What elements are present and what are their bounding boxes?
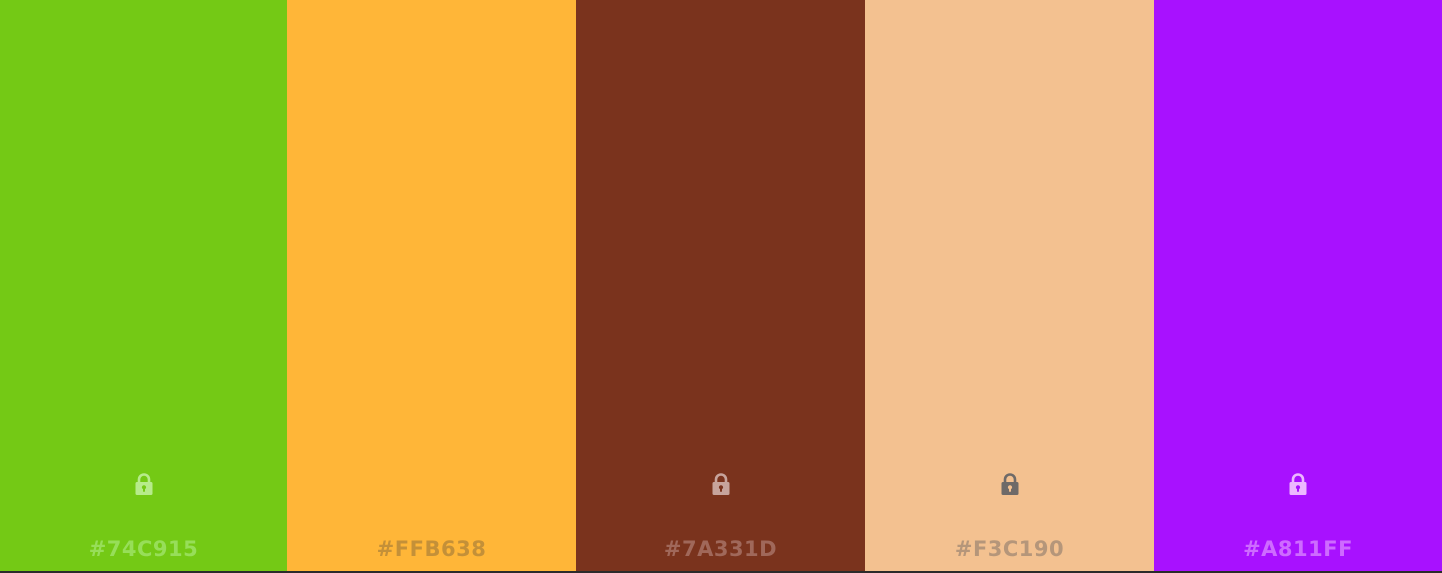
color-swatch-4[interactable]: #F3C190 — [865, 0, 1154, 571]
color-swatch-5[interactable]: #A811FF — [1154, 0, 1442, 571]
lock-icon[interactable] — [1288, 472, 1308, 496]
lock-icon[interactable] — [1000, 472, 1020, 496]
lock-icon[interactable] — [711, 472, 731, 496]
hex-code-label[interactable]: #F3C190 — [954, 537, 1065, 561]
color-swatch-3[interactable]: #7A331D — [576, 0, 865, 571]
hex-code-label[interactable]: #A811FF — [1243, 537, 1353, 561]
hex-code-label[interactable]: #74C915 — [88, 537, 199, 561]
hex-code-label[interactable]: #FFB638 — [376, 537, 487, 561]
color-swatch-2[interactable]: #FFB638 — [287, 0, 576, 571]
hex-code-label[interactable]: #7A331D — [663, 537, 778, 561]
color-swatch-1[interactable]: #74C915 — [0, 0, 287, 571]
lock-icon[interactable] — [134, 472, 154, 496]
